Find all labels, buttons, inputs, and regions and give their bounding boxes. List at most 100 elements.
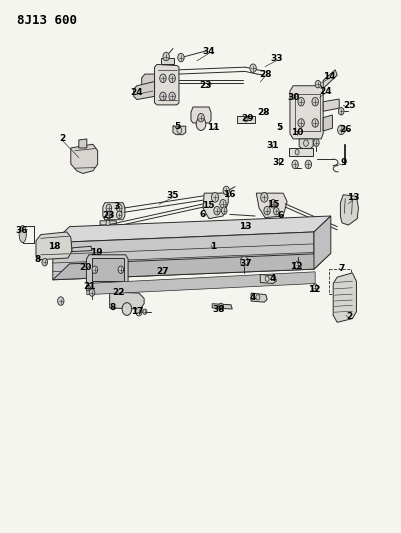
- Polygon shape: [288, 149, 312, 156]
- Circle shape: [168, 92, 175, 101]
- Text: 37: 37: [239, 259, 251, 268]
- Circle shape: [106, 204, 111, 212]
- Text: 1: 1: [209, 243, 216, 252]
- Text: 28: 28: [256, 108, 269, 117]
- Circle shape: [211, 192, 218, 202]
- Polygon shape: [142, 74, 154, 96]
- Circle shape: [297, 119, 304, 127]
- Circle shape: [106, 211, 111, 219]
- Text: 30: 30: [286, 93, 299, 102]
- Text: 5: 5: [275, 123, 282, 132]
- Circle shape: [213, 206, 220, 215]
- Circle shape: [243, 117, 247, 122]
- Text: 3: 3: [113, 203, 119, 212]
- Text: 31: 31: [265, 141, 278, 150]
- Polygon shape: [251, 293, 266, 302]
- Circle shape: [269, 199, 275, 208]
- Text: 7: 7: [337, 264, 344, 273]
- Polygon shape: [332, 273, 356, 322]
- Circle shape: [136, 308, 142, 316]
- Text: 34: 34: [202, 47, 215, 55]
- Text: 12: 12: [290, 262, 302, 271]
- Text: 24: 24: [318, 86, 331, 95]
- Circle shape: [118, 266, 124, 273]
- Polygon shape: [240, 256, 247, 266]
- Polygon shape: [298, 139, 312, 149]
- Text: 18: 18: [48, 242, 60, 251]
- Text: 8J13 600: 8J13 600: [17, 14, 77, 27]
- Polygon shape: [322, 99, 338, 111]
- Circle shape: [263, 206, 269, 215]
- Circle shape: [176, 127, 181, 134]
- Polygon shape: [212, 304, 232, 309]
- Circle shape: [260, 192, 267, 202]
- Polygon shape: [289, 86, 322, 139]
- Circle shape: [159, 74, 166, 83]
- Circle shape: [294, 261, 300, 270]
- Text: 10: 10: [290, 128, 303, 137]
- Circle shape: [304, 160, 311, 168]
- Circle shape: [223, 186, 229, 195]
- Polygon shape: [203, 193, 228, 219]
- Polygon shape: [134, 82, 154, 100]
- Polygon shape: [154, 64, 178, 105]
- Text: 29: 29: [240, 114, 253, 123]
- Circle shape: [42, 259, 47, 266]
- Polygon shape: [53, 216, 330, 243]
- Polygon shape: [53, 232, 313, 280]
- Text: 25: 25: [342, 101, 354, 110]
- Circle shape: [297, 98, 304, 106]
- Circle shape: [337, 125, 344, 135]
- Polygon shape: [322, 70, 336, 88]
- Circle shape: [264, 276, 268, 281]
- Polygon shape: [172, 126, 185, 135]
- Circle shape: [122, 303, 132, 316]
- Text: 11: 11: [206, 123, 219, 132]
- Text: 13: 13: [346, 193, 358, 202]
- Text: 13: 13: [238, 222, 251, 231]
- Text: 26: 26: [338, 125, 350, 134]
- Text: 21: 21: [83, 282, 96, 291]
- Text: 32: 32: [272, 158, 285, 167]
- Circle shape: [159, 92, 166, 101]
- Text: 12: 12: [307, 285, 320, 294]
- Text: 38: 38: [212, 304, 225, 313]
- Text: 17: 17: [130, 307, 143, 316]
- Polygon shape: [86, 255, 128, 285]
- Text: 6: 6: [277, 211, 284, 220]
- Text: 2: 2: [59, 134, 66, 143]
- Circle shape: [273, 207, 278, 215]
- Polygon shape: [87, 272, 314, 295]
- Text: 15: 15: [266, 200, 279, 209]
- Circle shape: [338, 108, 343, 115]
- Polygon shape: [322, 115, 332, 131]
- Ellipse shape: [19, 225, 26, 243]
- Text: 28: 28: [258, 70, 271, 78]
- Polygon shape: [237, 116, 255, 123]
- Circle shape: [291, 160, 298, 168]
- Circle shape: [168, 74, 175, 83]
- Circle shape: [143, 309, 146, 314]
- Text: 22: 22: [112, 287, 125, 296]
- Text: 4: 4: [268, 274, 275, 283]
- Polygon shape: [103, 203, 125, 220]
- Circle shape: [162, 52, 169, 61]
- Circle shape: [219, 199, 226, 208]
- Circle shape: [196, 118, 205, 131]
- Polygon shape: [86, 285, 89, 290]
- Text: 35: 35: [166, 191, 179, 200]
- Text: 8: 8: [35, 255, 41, 264]
- Circle shape: [197, 114, 204, 122]
- Polygon shape: [72, 246, 92, 252]
- Polygon shape: [256, 193, 286, 217]
- Circle shape: [116, 204, 122, 212]
- Text: 24: 24: [130, 87, 143, 96]
- Polygon shape: [160, 58, 173, 64]
- Circle shape: [177, 53, 184, 62]
- Text: 6: 6: [199, 211, 206, 220]
- Text: 27: 27: [156, 268, 169, 276]
- Polygon shape: [79, 139, 87, 148]
- Circle shape: [86, 285, 90, 290]
- Polygon shape: [36, 232, 72, 260]
- Circle shape: [57, 297, 64, 305]
